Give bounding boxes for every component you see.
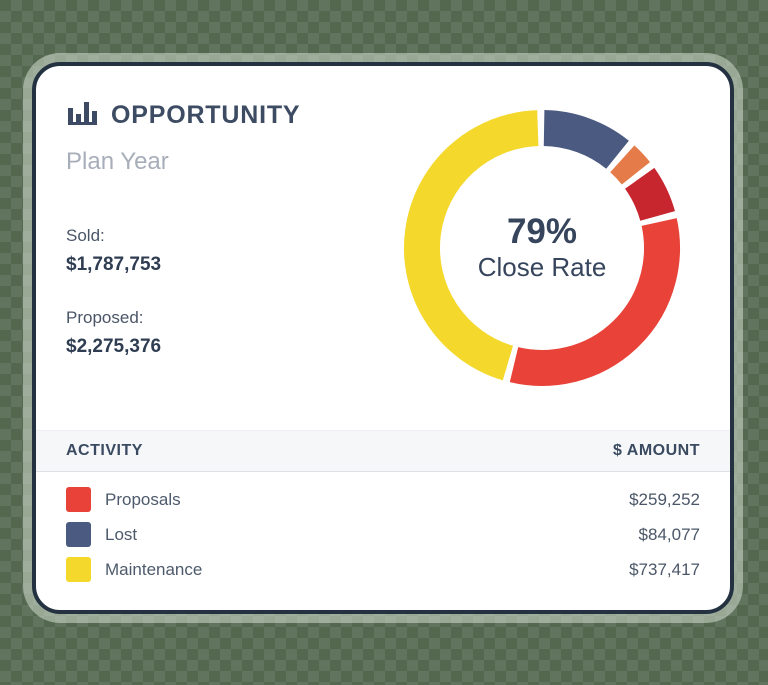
- row-label: Maintenance: [105, 559, 203, 579]
- donut-segment-segment-orange: [609, 145, 651, 185]
- card-subtitle: Plan Year: [66, 148, 169, 175]
- card-header: OPPORTUNITY: [66, 100, 300, 130]
- donut-segment-segment-dark-red: [624, 167, 675, 222]
- stat-sold-value: $1,787,753: [66, 254, 162, 275]
- proposals-legend-swatch: [66, 487, 91, 512]
- donut-chart: 79% Close Rate: [397, 103, 687, 393]
- table-row: Lost $84,077: [36, 517, 730, 552]
- donut-segment-lost: [543, 110, 629, 170]
- table-header-amount: $ AMOUNT: [613, 442, 700, 459]
- donut-segment-maintenance: [404, 110, 539, 381]
- table-header-activity: ACTIVITY: [66, 442, 143, 459]
- stat-sold-label: Sold:: [66, 226, 105, 245]
- row-label: Proposals: [105, 489, 181, 509]
- bar-chart-icon: [66, 100, 98, 130]
- row-amount: $84,077: [638, 524, 700, 544]
- row-label: Lost: [105, 524, 138, 544]
- donut-segment-proposals: [509, 218, 680, 386]
- table-header: ACTIVITY $ AMOUNT: [36, 430, 730, 472]
- row-amount: $259,252: [629, 489, 700, 509]
- stat-proposed-value: $2,275,376: [66, 336, 162, 357]
- stat-sold: Sold: $1,787,753: [66, 226, 161, 276]
- card-title: OPPORTUNITY: [111, 100, 301, 129]
- table-row: Maintenance $737,417: [36, 552, 730, 587]
- maintenance-legend-swatch: [66, 557, 91, 582]
- stat-proposed: Proposed: $2,275,376: [66, 308, 161, 358]
- table-row: Proposals $259,252: [36, 482, 730, 517]
- stat-proposed-label: Proposed:: [66, 308, 144, 327]
- row-amount: $737,417: [629, 559, 700, 579]
- activity-table: Proposals $259,252 Lost $84,077 Maintena…: [36, 482, 730, 587]
- opportunity-card: OPPORTUNITY Plan Year Sold: $1,787,753 P…: [32, 62, 734, 614]
- donut-svg: [404, 110, 680, 386]
- lost-legend-swatch: [66, 522, 91, 547]
